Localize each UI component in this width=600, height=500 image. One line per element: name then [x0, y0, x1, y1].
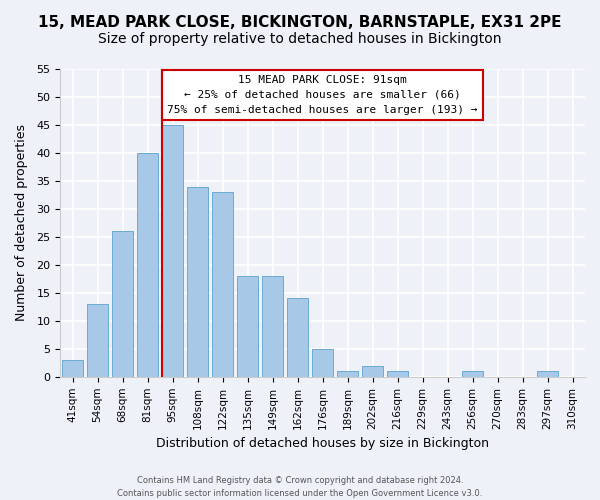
Text: 15 MEAD PARK CLOSE: 91sqm
← 25% of detached houses are smaller (66)
75% of semi-: 15 MEAD PARK CLOSE: 91sqm ← 25% of detac…: [167, 75, 478, 115]
Bar: [337, 371, 358, 377]
Y-axis label: Number of detached properties: Number of detached properties: [15, 124, 28, 322]
Bar: [162, 125, 183, 377]
Bar: [287, 298, 308, 377]
Text: Contains HM Land Registry data © Crown copyright and database right 2024.
Contai: Contains HM Land Registry data © Crown c…: [118, 476, 482, 498]
Bar: [237, 276, 258, 377]
Bar: [187, 186, 208, 377]
Bar: [87, 304, 108, 377]
X-axis label: Distribution of detached houses by size in Bickington: Distribution of detached houses by size …: [156, 437, 489, 450]
Bar: [362, 366, 383, 377]
Bar: [262, 276, 283, 377]
Bar: [212, 192, 233, 377]
Bar: [62, 360, 83, 377]
Text: Size of property relative to detached houses in Bickington: Size of property relative to detached ho…: [98, 32, 502, 46]
Bar: [137, 153, 158, 377]
Bar: [387, 371, 408, 377]
Bar: [312, 349, 333, 377]
Bar: [462, 371, 483, 377]
Bar: [112, 232, 133, 377]
Text: 15, MEAD PARK CLOSE, BICKINGTON, BARNSTAPLE, EX31 2PE: 15, MEAD PARK CLOSE, BICKINGTON, BARNSTA…: [38, 15, 562, 30]
Bar: [537, 371, 558, 377]
